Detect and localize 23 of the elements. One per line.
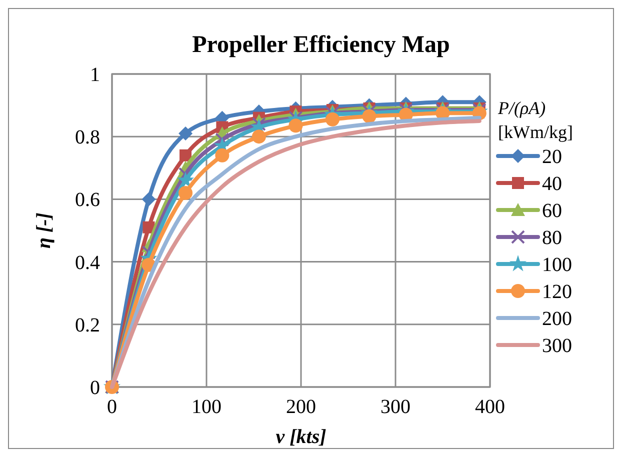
y-tick-label: 0.8 [75,126,100,149]
legend-label: 20 [542,146,562,168]
legend-label: 120 [542,281,572,303]
chart-title: Propeller Efficiency Map [192,32,450,58]
legend-label: 300 [542,335,572,357]
x-axis-title: v [kts] [276,426,327,448]
x-tick-label: 300 [380,396,410,418]
legend-label: 80 [542,227,562,249]
x-tick-label: 400 [475,396,505,418]
legend-label: 200 [542,308,572,330]
y-tick-label: 0.2 [75,314,100,336]
x-tick-label: 0 [107,396,117,418]
x-tick-label: 200 [286,396,316,418]
y-tick-label: 0.4 [75,252,100,274]
y-tick-label: 0 [90,377,100,399]
y-tick-label: 0.6 [75,189,100,212]
legend-label: 60 [542,200,562,222]
y-axis-title: η [-] [33,212,55,248]
x-tick-label: 100 [192,396,222,418]
legend-title: P/(ρA) [kWm/kg] [497,98,573,142]
legend-label: 100 [542,254,572,276]
y-tick-label: 1 [90,64,100,86]
legend-label: 40 [542,173,562,195]
